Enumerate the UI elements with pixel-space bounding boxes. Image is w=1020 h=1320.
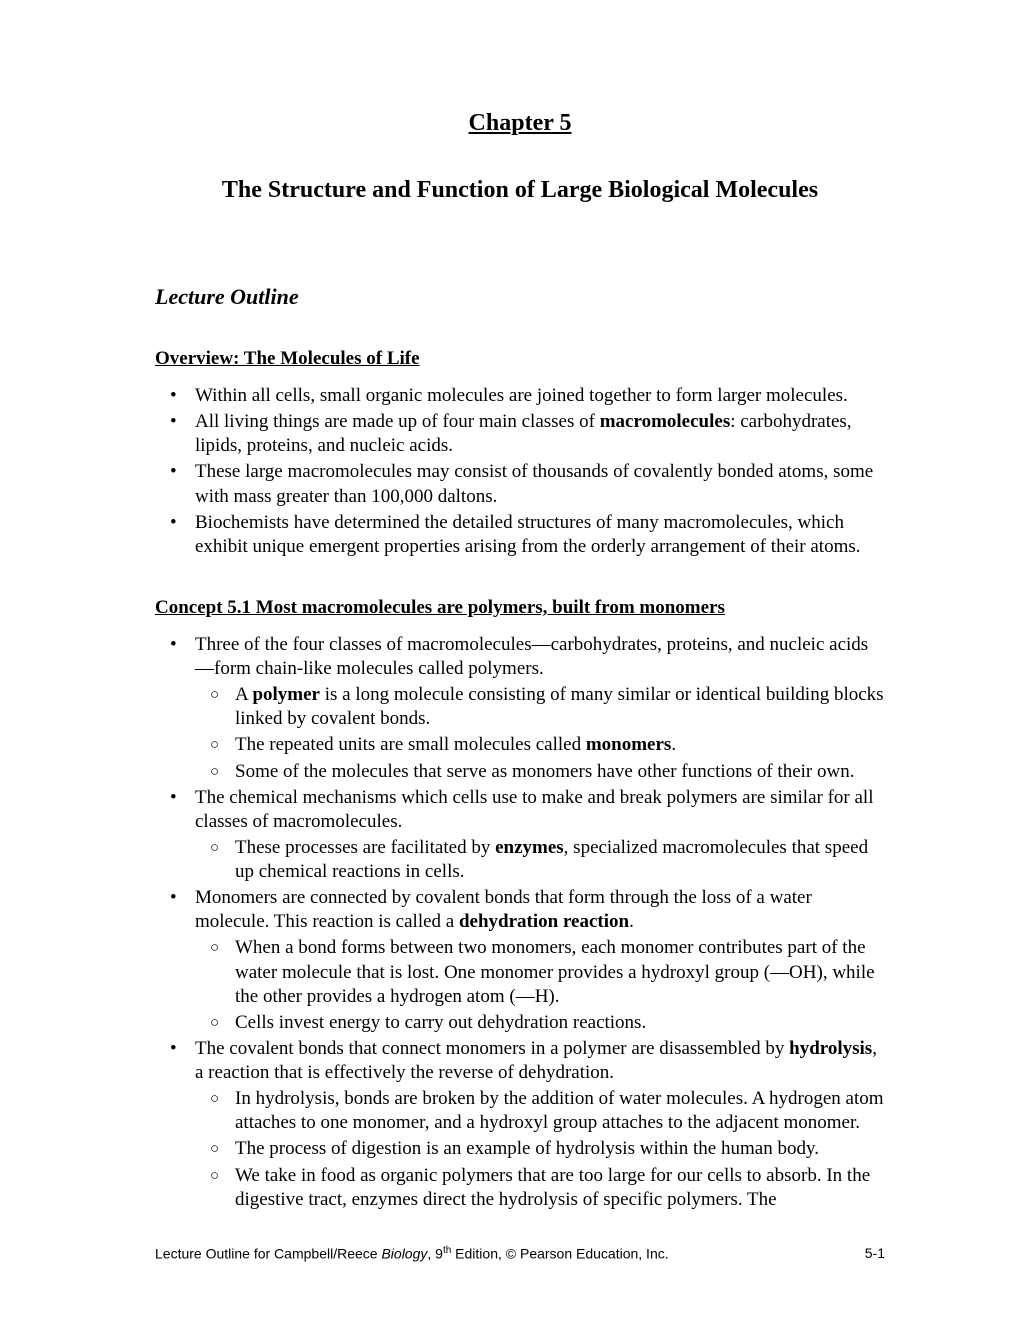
bold-term: enzymes [495, 837, 564, 858]
text: The chemical mechanisms which cells use … [195, 787, 873, 832]
list-item: These large macromolecules may consist o… [155, 460, 885, 508]
text: Edition, © Pearson Education, Inc. [451, 1246, 668, 1262]
text: . [629, 911, 634, 932]
list-item: Monomers are connected by covalent bonds… [155, 886, 885, 1035]
overview-list: Within all cells, small organic molecule… [155, 384, 885, 559]
text: These processes are facilitated by [235, 837, 495, 858]
sub-list-item: These processes are facilitated by enzym… [195, 836, 885, 884]
bold-term: monomers [586, 734, 671, 755]
list-item: Within all cells, small organic molecule… [155, 384, 885, 408]
list-item: The covalent bonds that connect monomers… [155, 1037, 885, 1212]
sub-list-item: Cells invest energy to carry out dehydra… [195, 1011, 885, 1035]
text: is a long molecule consisting of many si… [235, 684, 884, 729]
page-number: 5-1 [865, 1245, 885, 1262]
book-title: Biology [381, 1246, 427, 1262]
sub-list: A polymer is a long molecule consisting … [195, 683, 885, 784]
sub-list-item: We take in food as organic polymers that… [195, 1164, 885, 1212]
text: , 9 [427, 1246, 443, 1262]
sub-list-item: In hydrolysis, bonds are broken by the a… [195, 1087, 885, 1135]
text: A [235, 684, 252, 705]
sub-list: When a bond forms between two monomers, … [195, 936, 885, 1035]
sub-list-item: Some of the molecules that serve as mono… [195, 760, 885, 784]
bold-term: dehydration reaction [459, 911, 629, 932]
chapter-title: Chapter 5 [155, 110, 885, 137]
bold-term: hydrolysis [789, 1038, 872, 1059]
text: All living things are made up of four ma… [195, 411, 600, 432]
sub-list: These processes are facilitated by enzym… [195, 836, 885, 884]
sub-list-item: When a bond forms between two monomers, … [195, 936, 885, 1008]
sub-list: In hydrolysis, bonds are broken by the a… [195, 1087, 885, 1212]
concept-heading: Concept 5.1 Most macromolecules are poly… [155, 597, 885, 619]
text: Three of the four classes of macromolecu… [195, 634, 868, 679]
footer-citation: Lecture Outline for Campbell/Reece Biolo… [155, 1245, 669, 1262]
text: The covalent bonds that connect monomers… [195, 1038, 789, 1059]
text: . [671, 734, 676, 755]
main-title: The Structure and Function of Large Biol… [155, 177, 885, 204]
text: The repeated units are small molecules c… [235, 734, 586, 755]
list-item: All living things are made up of four ma… [155, 410, 885, 458]
list-item: Three of the four classes of macromolecu… [155, 633, 885, 784]
sub-list-item: The repeated units are small molecules c… [195, 733, 885, 757]
page-footer: Lecture Outline for Campbell/Reece Biolo… [155, 1245, 885, 1262]
lecture-outline-heading: Lecture Outline [155, 284, 885, 310]
text: Lecture Outline for Campbell/Reece [155, 1246, 381, 1262]
list-item: Biochemists have determined the detailed… [155, 511, 885, 559]
overview-heading: Overview: The Molecules of Life [155, 348, 885, 370]
sub-list-item: A polymer is a long molecule consisting … [195, 683, 885, 731]
bold-term: macromolecules [600, 411, 731, 432]
bold-term: polymer [252, 684, 320, 705]
list-item: The chemical mechanisms which cells use … [155, 786, 885, 885]
concept-list: Three of the four classes of macromolecu… [155, 633, 885, 1212]
sub-list-item: The process of digestion is an example o… [195, 1137, 885, 1161]
